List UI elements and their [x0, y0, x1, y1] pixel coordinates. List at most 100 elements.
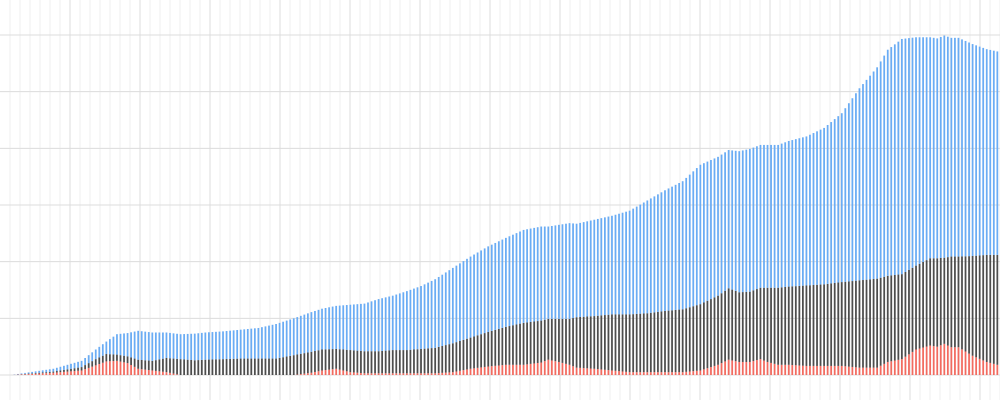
- bar-series-1: [582, 368, 585, 375]
- bar-series-2: [710, 299, 712, 368]
- bar-series-1: [720, 363, 723, 375]
- bar-series-3: [565, 223, 567, 319]
- bar-series-2: [971, 256, 974, 356]
- bar-series-1: [515, 364, 518, 375]
- bar-series-3: [879, 61, 882, 278]
- bar-series-2: [190, 359, 193, 375]
- bar-series-3: [936, 38, 939, 259]
- bar-series-1: [865, 367, 868, 375]
- bar-series-2: [292, 355, 295, 375]
- bar-series-3: [80, 360, 83, 368]
- bar-series-1: [324, 370, 327, 375]
- bar-series-3: [151, 332, 154, 361]
- bar-series-2: [918, 263, 921, 349]
- bar-series-3: [823, 127, 825, 285]
- bar-series-1: [112, 361, 115, 375]
- bar-series-3: [519, 231, 521, 324]
- bar-series-2: [961, 256, 963, 350]
- bar-series-2: [296, 354, 299, 375]
- bar-series-1: [763, 360, 765, 375]
- bar-series-1: [172, 373, 175, 375]
- bar-series-1: [642, 372, 645, 375]
- bar-series-1: [943, 343, 946, 375]
- bar-series-3: [24, 372, 26, 374]
- bar-series-2: [837, 282, 840, 366]
- bar-series-1: [469, 368, 472, 375]
- bar-series-3: [865, 79, 868, 280]
- bar-series-1: [780, 364, 783, 375]
- bar-series-2: [45, 372, 48, 374]
- bar-series-1: [706, 368, 709, 375]
- bar-series-1: [879, 365, 882, 375]
- bar-series-1: [533, 363, 536, 375]
- bar-series-2: [289, 355, 292, 375]
- bar-series-3: [635, 206, 638, 314]
- bar-series-1: [126, 363, 129, 375]
- bar-series-3: [186, 333, 189, 360]
- bar-series-1: [653, 372, 656, 375]
- bar-series-2: [529, 321, 532, 364]
- bar-series-1: [314, 371, 316, 375]
- bar-series-1: [618, 371, 620, 375]
- bar-series-2: [112, 354, 115, 362]
- bar-series-2: [384, 350, 387, 374]
- bar-series-2: [335, 348, 338, 369]
- bar-series-1: [406, 373, 408, 375]
- bar-series-2: [459, 341, 461, 371]
- bar-series-3: [961, 39, 963, 257]
- bar-series-2: [420, 348, 422, 374]
- bar-series-1: [526, 364, 528, 375]
- bar-series-1: [558, 361, 560, 375]
- bar-series-1: [586, 368, 589, 375]
- bar-series-2: [140, 359, 143, 370]
- bar-series-3: [727, 150, 730, 289]
- bar-series-2: [239, 358, 242, 375]
- bar-series-2: [862, 280, 864, 368]
- bar-series-2: [904, 272, 907, 357]
- bar-series-3: [119, 333, 122, 356]
- bar-series-3: [618, 213, 620, 315]
- bar-series-2: [681, 309, 684, 373]
- bar-series-1: [657, 372, 659, 375]
- bar-series-1: [543, 361, 546, 375]
- bar-series-3: [533, 227, 536, 322]
- bar-series-2: [780, 287, 783, 365]
- bar-series-3: [621, 212, 624, 315]
- bar-series-3: [932, 37, 935, 259]
- bar-series-2: [664, 310, 666, 373]
- bar-series-2: [554, 318, 557, 362]
- bar-series-1: [812, 365, 815, 375]
- bar-series-3: [87, 355, 90, 364]
- bar-series-2: [109, 354, 111, 362]
- bar-series-3: [77, 361, 79, 368]
- bar-series-3: [794, 139, 797, 287]
- bar-series-3: [869, 75, 871, 280]
- bar-series-1: [130, 364, 132, 375]
- bar-series-1: [883, 363, 886, 375]
- bar-series-1: [162, 371, 164, 375]
- bar-series-1: [547, 359, 550, 375]
- bar-series-3: [798, 138, 801, 286]
- bar-series-3: [681, 181, 684, 310]
- bar-series-1: [992, 363, 995, 375]
- bar-series-2: [678, 309, 681, 373]
- bar-series-1: [360, 373, 362, 375]
- bar-series-2: [756, 289, 758, 361]
- bar-series-3: [140, 331, 143, 360]
- bar-series-3: [939, 36, 942, 258]
- bar-series-2: [671, 310, 673, 373]
- bar-series-1: [858, 367, 861, 375]
- bar-series-2: [943, 257, 946, 344]
- bar-series-3: [943, 35, 946, 258]
- bar-series-1: [777, 364, 780, 375]
- bar-series-1: [87, 367, 90, 375]
- bar-series-3: [172, 333, 175, 359]
- bar-series-3: [324, 307, 327, 350]
- bar-series-2: [858, 280, 861, 368]
- bar-series-2: [872, 279, 875, 368]
- bar-series-2: [434, 347, 437, 374]
- bar-series-3: [925, 37, 928, 261]
- bar-series-3: [292, 318, 295, 356]
- bar-series-2: [692, 306, 695, 372]
